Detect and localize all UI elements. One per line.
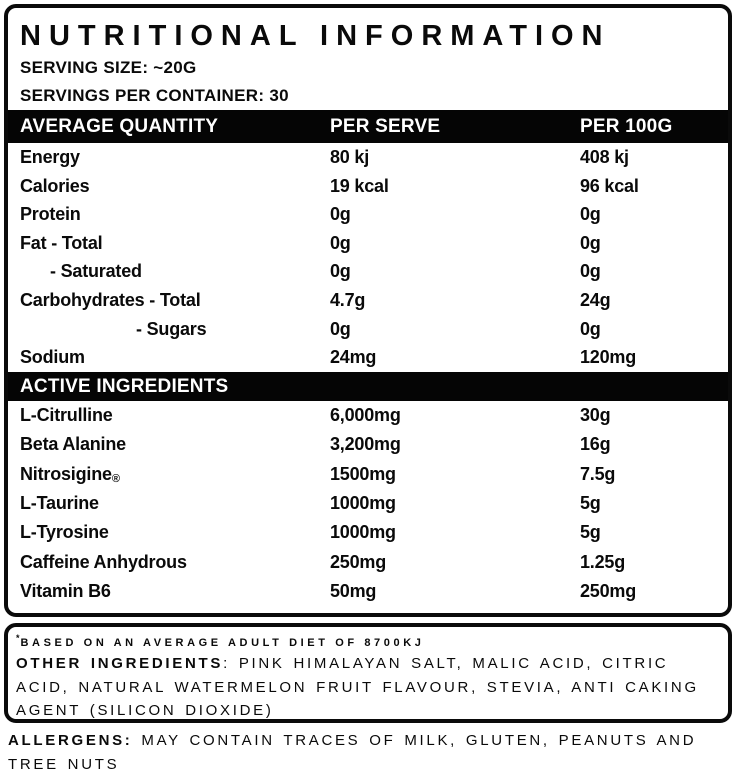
row-per-serve: 1000mg	[330, 492, 396, 513]
diet-basis-note: *BASED ON AN AVERAGE ADULT DIET OF 8700K…	[16, 633, 425, 649]
row-per-100g: 5g	[580, 522, 601, 543]
row-label: L-Taurine	[20, 492, 99, 513]
table-row: Beta Alanine 3,200mg 16g	[8, 430, 728, 459]
row-per-serve: 3,200mg	[330, 434, 401, 455]
row-per-100g: 30g	[580, 404, 611, 425]
page-title: NUTRITIONAL INFORMATION	[20, 20, 611, 52]
row-per-100g: 120mg	[580, 347, 637, 368]
row-label: - Saturated	[50, 261, 142, 282]
active-ingredients-header: ACTIVE INGREDIENTS	[8, 371, 728, 401]
table-row: Calories 19 kcal 96 kcal	[8, 172, 728, 201]
table-row: - Sugars 0g 0g	[8, 315, 728, 344]
row-per-serve: 0g	[330, 261, 351, 282]
row-label: Vitamin B6	[20, 581, 111, 602]
column-header-per-100g: PER 100G	[580, 115, 673, 137]
row-per-100g: 0g	[580, 204, 601, 225]
row-per-serve: 0g	[330, 318, 351, 339]
other-ingredients-text: OTHER INGREDIENTS: PINK HIMALAYAN SALT, …	[16, 655, 699, 719]
column-header-per-serve: PER SERVE	[330, 115, 441, 137]
table-row: L-Tyrosine 1000mg 5g	[8, 518, 728, 547]
row-per-100g: 408 kj	[580, 147, 629, 167]
row-per-100g: 250mg	[580, 581, 637, 602]
row-label: Calories	[20, 175, 90, 196]
row-per-100g: 96 kcal	[580, 175, 639, 196]
serving-size-text: SERVING SIZE: ~20G	[20, 58, 197, 77]
table-row: Protein 0g 0g	[8, 200, 728, 229]
row-per-serve: 4.7g	[330, 289, 366, 310]
other-ingredients-label: OTHER INGREDIENTS	[16, 655, 224, 672]
row-label: Carbohydrates - Total	[20, 289, 201, 310]
row-per-100g: 7.5g	[580, 463, 616, 484]
nutrition-rows: Energy 80 kj 408 kj Calories 19 kcal 96 …	[8, 143, 728, 372]
allergens-label: ALLERGENS:	[8, 732, 133, 749]
active-ingredient-rows: L-Citrulline 6,000mg 30g Beta Alanine 3,…	[8, 401, 728, 607]
allergens-text: ALLERGENS: MAY CONTAIN TRACES OF MILK, G…	[8, 732, 697, 773]
row-label: L-Tyrosine	[20, 522, 109, 543]
table-header-row: AVERAGE QUANTITY PER SERVE PER 100G	[8, 110, 728, 143]
row-per-serve: 80 kj	[330, 147, 370, 167]
row-per-100g: 0g	[580, 318, 601, 339]
column-header-average-quantity: AVERAGE QUANTITY	[20, 115, 219, 137]
row-per-serve: 1500mg	[330, 463, 396, 484]
row-per-100g: 5g	[580, 492, 601, 513]
row-per-100g: 0g	[580, 261, 601, 282]
row-per-100g: 16g	[580, 434, 611, 455]
row-per-serve: 0g	[330, 204, 351, 225]
table-row: Fat - Total 0g 0g	[8, 229, 728, 258]
nutrition-label-panel: NUTRITIONAL INFORMATION SERVING SIZE: ~2…	[4, 4, 732, 617]
table-row: L-Taurine 1000mg 5g	[8, 489, 728, 518]
row-per-100g: 24g	[580, 289, 611, 310]
table-row: L-Citrulline 6,000mg 30g	[8, 401, 728, 430]
table-row: Nitrosigine® 1500mg 7.5g	[8, 460, 728, 489]
table-row: Carbohydrates - Total 4.7g 24g	[8, 286, 728, 315]
row-label: Fat - Total	[20, 232, 103, 253]
row-label: Nitrosigine®	[20, 463, 120, 485]
row-per-serve: 0g	[330, 232, 351, 253]
row-per-serve: 50mg	[330, 581, 377, 602]
row-label: Sodium	[20, 347, 85, 368]
row-per-100g: 1.25g	[580, 551, 626, 572]
row-per-100g: 0g	[580, 232, 601, 253]
label-header: NUTRITIONAL INFORMATION SERVING SIZE: ~2…	[8, 8, 728, 110]
table-row: - Saturated 0g 0g	[8, 257, 728, 286]
row-per-serve: 19 kcal	[330, 175, 389, 196]
servings-per-container-text: SERVINGS PER CONTAINER: 30	[20, 86, 289, 105]
table-row: Vitamin B6 50mg 250mg	[8, 577, 728, 606]
row-per-serve: 250mg	[330, 551, 387, 572]
registered-trademark-symbol: ®	[111, 472, 120, 485]
row-per-serve: 24mg	[330, 347, 377, 368]
row-per-serve: 1000mg	[330, 522, 396, 543]
row-label: Energy	[20, 147, 80, 167]
table-row: Caffeine Anhydrous 250mg 1.25g	[8, 548, 728, 577]
row-label: L-Citrulline	[20, 404, 113, 425]
row-label: Protein	[20, 204, 81, 225]
row-label: Caffeine Anhydrous	[20, 551, 187, 572]
table-row: Energy 80 kj 408 kj	[8, 143, 728, 172]
asterisk: *	[16, 633, 21, 643]
footnote-panel: *BASED ON AN AVERAGE ADULT DIET OF 8700K…	[4, 623, 732, 723]
row-label: - Sugars	[136, 318, 207, 339]
row-label: Beta Alanine	[20, 434, 126, 455]
table-row: Sodium 24mg 120mg	[8, 343, 728, 372]
row-per-serve: 6,000mg	[330, 404, 401, 425]
